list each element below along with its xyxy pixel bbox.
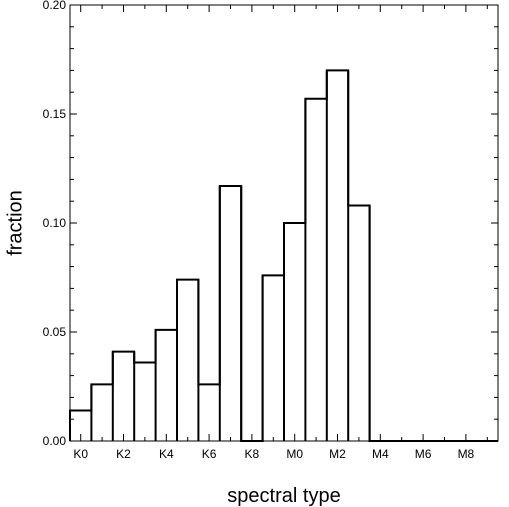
- x-tick-label: M0: [286, 447, 303, 461]
- y-tick-labels: 0.00 0.05 0.10 0.15 0.20: [43, 0, 67, 448]
- y-tick-label: 0.10: [43, 216, 67, 230]
- x-axis-label: spectral type: [227, 485, 340, 507]
- x-tick-label: M8: [458, 447, 475, 461]
- axis-ticks: [70, 4, 498, 442]
- y-axis-label: fraction: [4, 190, 26, 256]
- x-tick-label: K4: [159, 447, 174, 461]
- plot-frame: [69, 4, 499, 442]
- x-tick-label: K6: [202, 447, 217, 461]
- x-tick-label: M6: [415, 447, 432, 461]
- x-tick-label: M2: [329, 447, 346, 461]
- y-tick-label: 0.00: [43, 434, 67, 448]
- x-tick-label: K2: [116, 447, 131, 461]
- x-tick-labels: K0 K2 K4 K6 K8 M0 M2 M4 M6 M8: [73, 447, 474, 461]
- y-tick-label: 0.15: [43, 107, 67, 121]
- y-tick-label: 0.05: [43, 325, 67, 339]
- x-tick-label: M4: [372, 447, 389, 461]
- x-tick-label: K8: [245, 447, 260, 461]
- x-tick-label: K0: [73, 447, 88, 461]
- y-tick-label: 0.20: [43, 0, 67, 12]
